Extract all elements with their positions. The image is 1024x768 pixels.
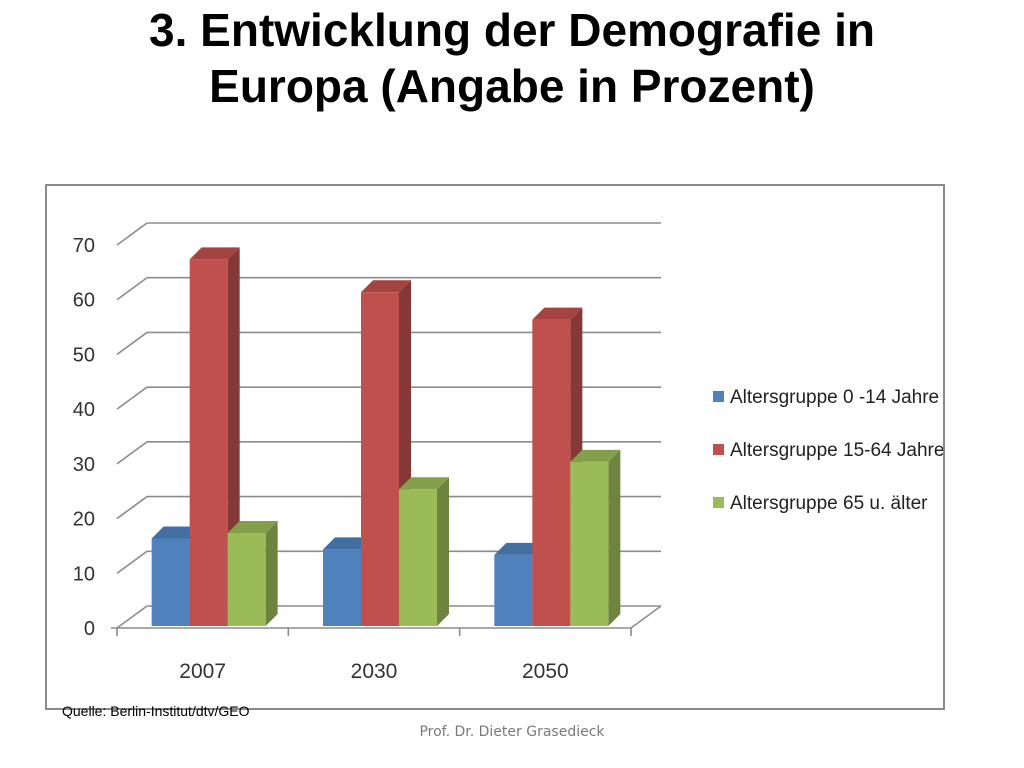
- bar-2030-2: [399, 489, 437, 626]
- bar-2007-0: [151, 538, 190, 626]
- bar-2050-2: [570, 461, 609, 626]
- y-tick-label-60: 60: [73, 290, 95, 312]
- gridline-connector-10: [116, 550, 148, 574]
- bar-2030-0: [323, 549, 361, 626]
- legend-label-1: Altersgruppe 15-64 Jahre: [730, 440, 943, 461]
- chart-frame: 0 10 20 30 40 50 60 70 2007 2030 2050 Altersgruppe …: [45, 184, 945, 710]
- floor-right-edge: [630, 605, 662, 629]
- bar-2007-1-top: [189, 247, 240, 260]
- y-tick-label-0: 0: [84, 618, 95, 640]
- y-tick-label-50: 50: [73, 344, 95, 366]
- source-note: Quelle: Berlin-Institut/dtv/GEO: [62, 703, 250, 719]
- gridline-connector-20: [116, 495, 148, 520]
- bar-2030-2-top: [399, 477, 449, 490]
- bar-2030-2-side: [437, 477, 449, 626]
- legend-swatch-1: [713, 444, 724, 455]
- y-tick-label-70: 70: [73, 235, 95, 257]
- bar-2030-1: [361, 292, 399, 626]
- slide-title: 3. Entwicklung der Demografie in Europa …: [0, 2, 1024, 114]
- bar-2050-0-top: [494, 542, 545, 555]
- bar-2050-1: [532, 319, 571, 626]
- legend-label-2: Altersgruppe 65 u. älter: [730, 493, 928, 514]
- slide-title-line-2: Europa (Angabe in Prozent): [209, 60, 815, 112]
- bar-2050-1-top: [532, 307, 583, 320]
- bar-2007-2: [227, 532, 266, 626]
- bar-2030-1-top: [361, 280, 411, 293]
- bar-2050-0: [494, 554, 533, 626]
- bar-2007-0-top: [151, 526, 202, 539]
- gridline-connector-40: [116, 386, 148, 410]
- slide-title-line-1: 3. Entwicklung der Demografie in: [149, 4, 875, 56]
- y-tick-label-30: 30: [73, 454, 95, 476]
- bar-2050-2-top: [570, 449, 621, 462]
- legend-label-0: Altersgruppe 0 -14 Jahre: [730, 387, 939, 408]
- footer-author: Prof. Dr. Dieter Grasedieck: [419, 724, 605, 740]
- x-tick-label-2007: 2007: [179, 660, 226, 683]
- bar-2050-2-side: [608, 449, 621, 626]
- legend-swatch-2: [713, 497, 724, 508]
- y-tick-label-40: 40: [73, 399, 95, 421]
- gridline-connector-0: [116, 605, 148, 629]
- bar-2007-2-side: [265, 520, 278, 626]
- bar-2030-0-top: [323, 537, 373, 550]
- y-tick-label-20: 20: [73, 509, 95, 531]
- gridline-connector-30: [116, 441, 148, 465]
- bar-2007-1: [189, 259, 228, 626]
- y-tick-label-10: 10: [73, 563, 95, 585]
- x-tick-label-2050: 2050: [522, 660, 569, 683]
- x-tick-label-2030: 2030: [351, 660, 398, 683]
- legend-swatch-0: [713, 391, 724, 402]
- gridline-connector-70: [116, 222, 148, 246]
- bar-2007-2-top: [227, 520, 278, 533]
- gridline-connector-50: [116, 331, 148, 356]
- gridline-connector-60: [116, 277, 148, 301]
